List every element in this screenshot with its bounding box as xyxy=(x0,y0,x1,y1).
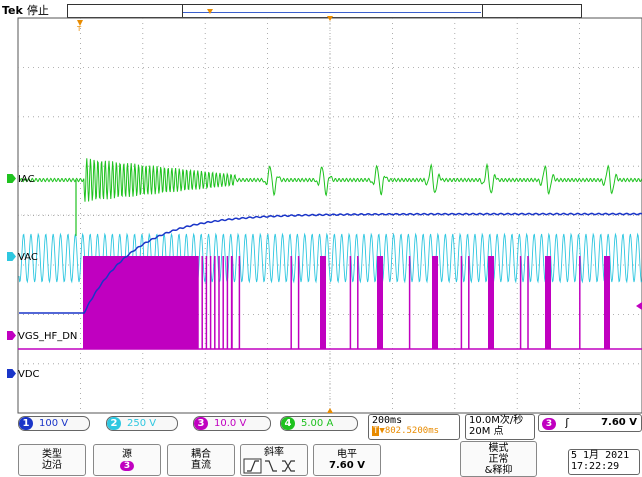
menu-slope-button[interactable]: 斜率 xyxy=(240,444,308,476)
channel-name: VGS_HF_DN xyxy=(18,331,78,342)
sample-rate: 10.0M次/秒 xyxy=(469,415,524,426)
trace-segment xyxy=(18,158,642,202)
menu-type-button[interactable]: 类型 边沿 xyxy=(18,444,86,476)
menu-level-value: 7.60 V xyxy=(329,460,365,471)
menu-source-button[interactable]: 源 3 xyxy=(93,444,161,476)
channel-label-vgs[interactable]: VGS_HF_DN xyxy=(7,331,77,342)
menu-type-label: 类型 xyxy=(42,449,62,460)
menu-mode-holdoff: &释抑 xyxy=(484,464,513,476)
channel-marker-icon xyxy=(7,174,16,183)
menu-level-button[interactable]: 电平 7.60 V xyxy=(313,444,381,476)
menu-source-label: 源 xyxy=(122,449,132,460)
horizontal-position: T▼802.5200ms xyxy=(369,426,459,437)
trigger-position-marker[interactable]: T xyxy=(76,20,83,33)
record-view-line xyxy=(183,12,481,13)
channel-name: VDC xyxy=(18,369,40,380)
channel-number-badge: 3 xyxy=(194,417,208,430)
scale-value: 10.0 V xyxy=(214,418,247,429)
brand-status: Tek 停止 xyxy=(2,2,49,18)
trigger-slope-icon: ʃ xyxy=(565,416,569,429)
graticule-grid xyxy=(18,18,642,413)
channel-marker-icon xyxy=(7,331,16,340)
trigger-level-value: 7.60 V xyxy=(601,417,637,428)
record-length: 20M 点 xyxy=(469,426,504,437)
trigger-level-marker[interactable] xyxy=(636,302,642,310)
scale-value: 5.00 A xyxy=(301,418,334,429)
ch4-scale[interactable]: 4 5.00 A xyxy=(280,416,358,431)
center-marker-top xyxy=(327,16,333,21)
slope-options-icon xyxy=(243,458,295,473)
trigger-source-badge: 3 xyxy=(542,418,556,430)
channel-name: IAC xyxy=(18,174,35,185)
trigger-position-chip: T xyxy=(372,426,380,436)
time-per-division: 200ms xyxy=(372,415,403,426)
menu-type-value: 边沿 xyxy=(42,460,62,471)
menu-mode-value: 正常 xyxy=(488,453,509,465)
acquisition-state: 停止 xyxy=(26,4,49,17)
channel-number-badge: 4 xyxy=(281,417,295,430)
trace-segment xyxy=(488,256,494,349)
menu-coupling-value: 直流 xyxy=(191,460,211,471)
date-time: 5 1月 2021 17:22:29 xyxy=(568,449,640,475)
channel-marker-icon xyxy=(7,369,16,378)
menu-level-label: 电平 xyxy=(337,449,357,460)
channel-number-badge: 2 xyxy=(107,417,121,430)
channel-label-vac[interactable]: VAC xyxy=(7,252,38,263)
brand-label: Tek xyxy=(2,4,23,17)
vgs-trace xyxy=(18,256,642,350)
ch1-scale[interactable]: 1 100 V xyxy=(18,416,90,431)
menu-coupling-label: 耦合 xyxy=(191,449,211,460)
menu-slope-label: 斜率 xyxy=(264,446,284,458)
trace-segment xyxy=(545,256,551,349)
trace-segment xyxy=(83,256,198,349)
horizontal-position-marker[interactable] xyxy=(207,9,213,14)
channel-number-badge: 1 xyxy=(19,417,33,430)
channel-marker-icon xyxy=(7,252,16,261)
timebase-readout[interactable]: 200ms T▼802.5200ms xyxy=(368,414,460,440)
trace-segment xyxy=(377,256,383,349)
ch3-scale[interactable]: 3 10.0 V xyxy=(193,416,271,431)
trigger-position-label: T xyxy=(76,25,82,33)
time-value: 17:22:29 xyxy=(571,461,620,472)
scale-value: 250 V xyxy=(127,418,157,429)
channel-label-iac[interactable]: IAC xyxy=(7,174,35,185)
trigger-readout[interactable]: 3 ʃ 7.60 V xyxy=(538,414,642,432)
trigger-menu: 类型 边沿 源 3 耦合 直流 斜率 电平 7.60 V 模式 正常 &释抑 5… xyxy=(0,441,642,477)
menu-mode-label: 模式 xyxy=(488,442,509,454)
ch2-scale[interactable]: 2 250 V xyxy=(106,416,178,431)
acquisition-readout[interactable]: 10.0M次/秒 20M 点 xyxy=(465,414,535,440)
channel-label-vdc[interactable]: VDC xyxy=(7,369,40,380)
channel-name: VAC xyxy=(18,252,38,263)
status-bar: 1 100 V 2 250 V 3 10.0 V 4 5.00 A 200ms T▼80… xyxy=(0,414,642,440)
menu-source-chip: 3 xyxy=(120,461,134,471)
center-marker-bottom xyxy=(327,408,333,413)
menu-mode-button[interactable]: 模式 正常 &释抑 xyxy=(460,441,537,477)
horizontal-position-value: ▼802.5200ms xyxy=(379,426,440,436)
date-value: 5 1月 2021 xyxy=(571,450,630,461)
trace-segment xyxy=(320,256,326,349)
waveform-traces xyxy=(18,158,642,350)
trace-segment xyxy=(19,212,642,314)
scale-value: 100 V xyxy=(39,418,69,429)
menu-coupling-button[interactable]: 耦合 直流 xyxy=(167,444,235,476)
trace-segment xyxy=(432,256,438,349)
trace-segment xyxy=(604,256,610,349)
